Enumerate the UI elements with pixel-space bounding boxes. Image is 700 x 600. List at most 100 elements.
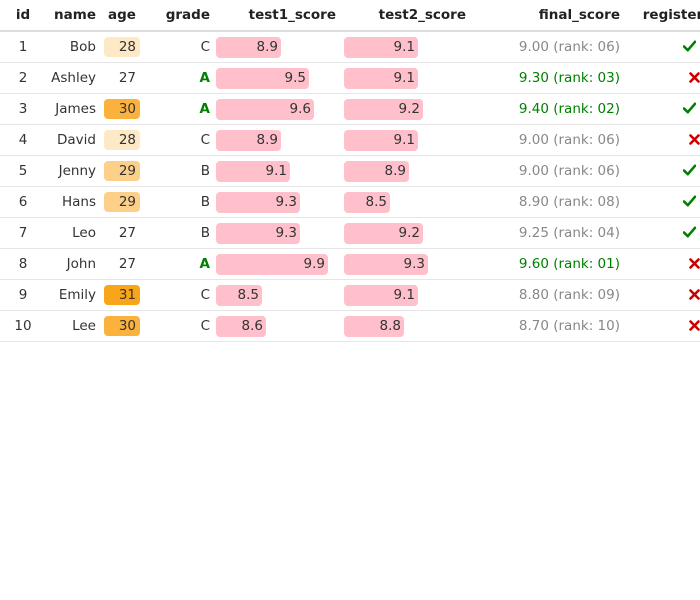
age-value: 29 [118, 163, 136, 179]
cell-age: 31 [100, 279, 144, 311]
col-header-registered[interactable]: registered [624, 0, 700, 32]
test1-score-bar: 8.9 [216, 36, 281, 58]
cell-test1-score: 8.9 [216, 31, 344, 63]
cell-name: Hans [46, 186, 100, 218]
cell-name: Jenny [46, 155, 100, 187]
col-header-id[interactable]: id [0, 0, 46, 32]
age-value: 30 [118, 318, 136, 334]
cell-id: 4 [0, 124, 46, 156]
age-value: 27 [118, 70, 136, 86]
cell-test2-score: 8.9 [344, 155, 474, 187]
age-chip: 31 [104, 285, 140, 305]
cell-grade: C [144, 310, 216, 342]
age-chip: 28 [104, 130, 140, 150]
col-header-final-score[interactable]: final_score [474, 0, 624, 32]
student-scores-table: id name age grade test1_score test2_scor… [0, 0, 700, 342]
cell-final-score: 9.00 (rank: 06) [474, 31, 624, 63]
cell-name: John [46, 248, 100, 280]
cell-test2-score: 9.1 [344, 124, 474, 156]
test1-score-value: 9.1 [265, 162, 287, 179]
age-value: 29 [118, 194, 136, 210]
cell-id: 8 [0, 248, 46, 280]
cell-registered: No [624, 310, 700, 342]
cell-test2-score: 8.5 [344, 186, 474, 218]
test1-score-value: 9.5 [284, 69, 306, 86]
col-header-grade[interactable]: grade [144, 0, 216, 32]
cell-name: Leo [46, 217, 100, 249]
cell-age: 28 [100, 124, 144, 156]
test1-score-value: 9.3 [275, 224, 297, 241]
cell-name: James [46, 93, 100, 125]
test2-score-value: 8.9 [384, 162, 406, 179]
cell-final-score: 9.40 (rank: 02) [474, 93, 624, 125]
test2-score-value: 9.2 [398, 100, 420, 117]
age-value: 31 [118, 287, 136, 303]
age-chip: 27 [104, 223, 140, 243]
cell-final-score: 8.80 (rank: 09) [474, 279, 624, 311]
cell-test1-score: 9.1 [216, 155, 344, 187]
cell-grade: A [144, 62, 216, 94]
cell-name: Lee [46, 310, 100, 342]
check-icon [683, 102, 697, 114]
cell-registered: Yes [624, 217, 700, 249]
test2-score-bar: 9.1 [344, 36, 418, 58]
col-header-test2-score[interactable]: test2_score [344, 0, 474, 32]
test1-score-bar: 8.6 [216, 315, 266, 337]
test2-score-bar: 9.1 [344, 67, 418, 89]
test2-score-bar: 9.1 [344, 284, 418, 306]
cell-grade: C [144, 31, 216, 63]
cell-registered: Yes [624, 186, 700, 218]
cell-test1-score: 8.6 [216, 310, 344, 342]
cell-grade: C [144, 124, 216, 156]
cell-test2-score: 9.1 [344, 279, 474, 311]
age-value: 28 [118, 132, 136, 148]
cell-grade: A [144, 93, 216, 125]
cell-grade: B [144, 155, 216, 187]
header-row: id name age grade test1_score test2_scor… [0, 0, 700, 32]
cell-age: 27 [100, 62, 144, 94]
cell-age: 29 [100, 186, 144, 218]
age-value: 30 [118, 101, 136, 117]
cell-test2-score: 9.3 [344, 248, 474, 280]
age-chip: 30 [104, 316, 140, 336]
test1-score-value: 8.5 [237, 286, 259, 303]
cell-age: 30 [100, 310, 144, 342]
test2-score-value: 9.1 [393, 131, 415, 148]
cell-registered: Yes [624, 155, 700, 187]
test1-score-value: 8.9 [256, 38, 278, 55]
check-icon [683, 40, 697, 52]
cell-grade: A [144, 248, 216, 280]
cell-test1-score: 9.9 [216, 248, 344, 280]
col-header-age[interactable]: age [100, 0, 144, 32]
test1-score-bar: 9.5 [216, 67, 309, 89]
cell-registered: No [624, 279, 700, 311]
check-icon [683, 226, 697, 238]
cell-test1-score: 8.5 [216, 279, 344, 311]
test1-score-value: 9.9 [303, 255, 325, 272]
test1-score-bar: 9.1 [216, 160, 290, 182]
col-header-name[interactable]: name [46, 0, 100, 32]
cell-id: 9 [0, 279, 46, 311]
test2-score-bar: 9.2 [344, 98, 423, 120]
cell-test2-score: 8.8 [344, 310, 474, 342]
cell-name: Bob [46, 31, 100, 63]
cell-test1-score: 9.3 [216, 217, 344, 249]
test2-score-bar: 9.2 [344, 222, 423, 244]
x-icon [688, 319, 700, 331]
cell-final-score: 8.90 (rank: 08) [474, 186, 624, 218]
cell-name: Emily [46, 279, 100, 311]
cell-id: 5 [0, 155, 46, 187]
cell-id: 1 [0, 31, 46, 63]
col-header-test1-score[interactable]: test1_score [216, 0, 344, 32]
test1-score-bar: 8.9 [216, 129, 281, 151]
